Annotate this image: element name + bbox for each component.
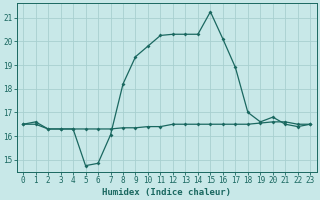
- X-axis label: Humidex (Indice chaleur): Humidex (Indice chaleur): [102, 188, 231, 197]
